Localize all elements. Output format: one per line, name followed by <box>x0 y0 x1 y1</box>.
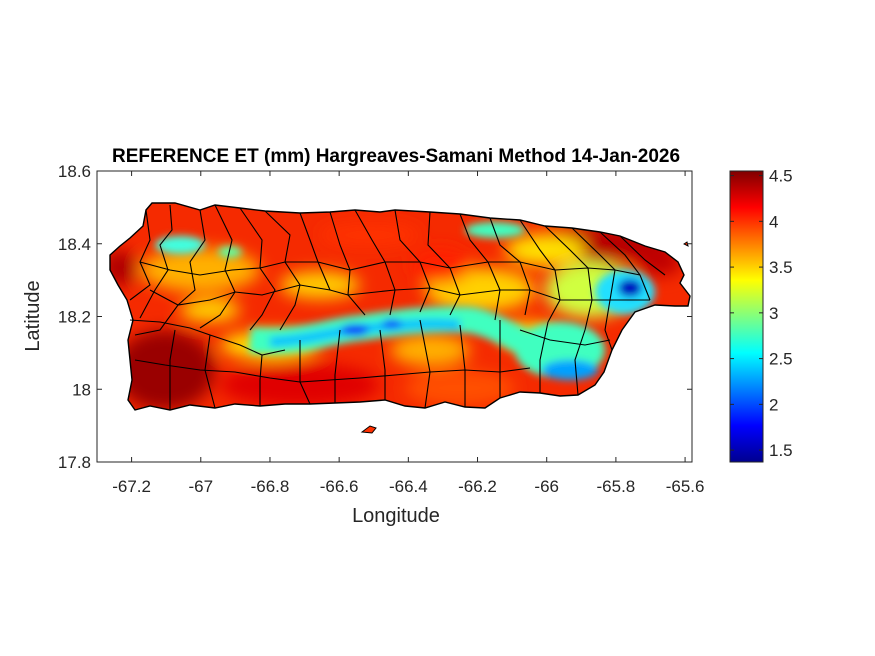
colorbar-tick-label: 4 <box>769 212 778 231</box>
x-axis: -67.2 -67 -66.8 -66.6 -66.4 -66.2 -66 -65.8 -65.… <box>112 171 704 496</box>
x-tick-label: -66.8 <box>251 477 290 496</box>
x-axis-label: Longitude <box>352 505 440 527</box>
y-tick-label: 18.6 <box>58 162 91 181</box>
colorbar-tick-label: 2.5 <box>769 350 793 369</box>
x-tick-label: -65.6 <box>666 477 705 496</box>
municipality-boundaries <box>129 204 666 410</box>
y-tick-label: 18.2 <box>58 308 91 327</box>
x-tick-label: -66 <box>534 477 559 496</box>
colorbar-tick-label: 1.5 <box>769 441 793 460</box>
islet-caja-de-muertos <box>360 425 377 434</box>
x-tick-label: -65.8 <box>597 477 636 496</box>
x-tick-label: -67.2 <box>112 477 151 496</box>
x-tick-label: -67 <box>188 477 213 496</box>
y-tick-label: 18 <box>72 380 91 399</box>
colorbar-gradient <box>729 170 764 463</box>
x-tick-label: -66.4 <box>389 477 428 496</box>
colorbar-tick-label: 4.5 <box>769 167 793 186</box>
colorbar-tick-label: 3 <box>769 304 778 323</box>
y-axis-label: Latitude <box>22 280 44 351</box>
colorbar-tick-label: 3.5 <box>769 258 793 277</box>
y-axis: 17.8 18 18.2 18.4 18.6 <box>58 162 692 472</box>
y-tick-label: 18.4 <box>58 235 91 254</box>
y-tick-label: 17.8 <box>58 453 91 472</box>
x-tick-label: -66.2 <box>458 477 497 496</box>
colorbar-tick-label: 2 <box>769 395 778 414</box>
map-title: REFERENCE ET (mm) Hargreaves-Samani Meth… <box>112 146 680 167</box>
x-tick-label: -66.6 <box>320 477 359 496</box>
colorbar: 1.5 2 2.5 3 3.5 4 4.5 <box>729 167 793 463</box>
